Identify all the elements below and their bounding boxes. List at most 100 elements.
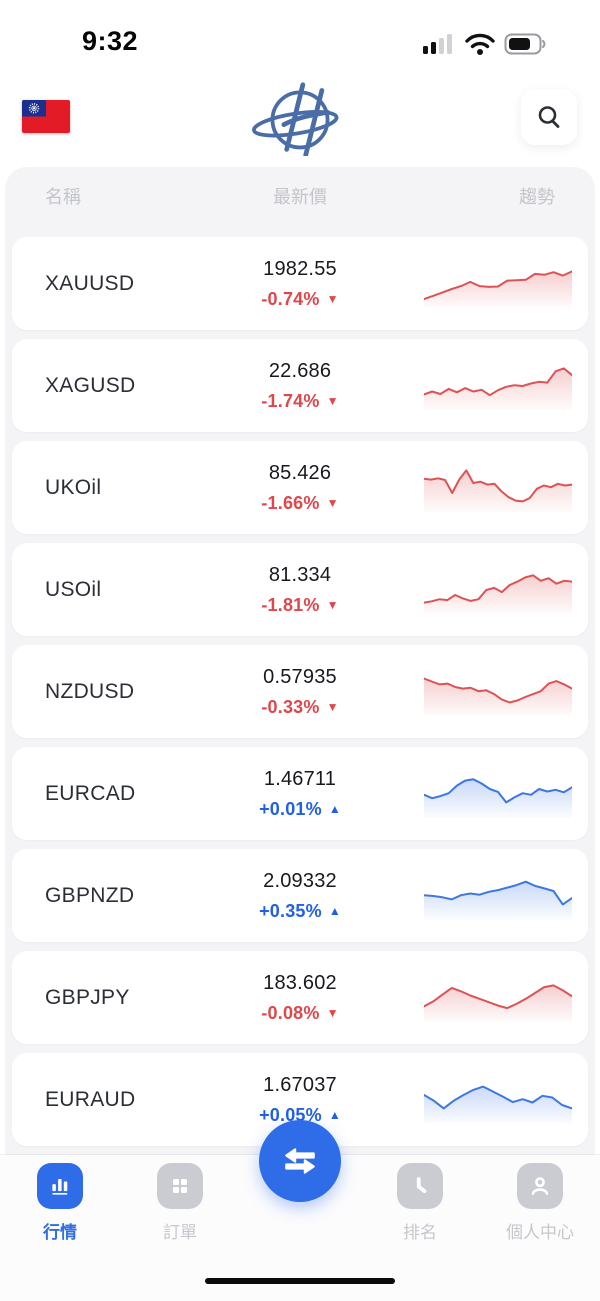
price-block: 1.46711 +0.01% ▲ [259, 768, 341, 820]
instrument-change: -1.74% ▼ [261, 391, 338, 412]
change-direction-icon: ▲ [328, 904, 341, 918]
search-button[interactable] [521, 89, 577, 145]
instrument-row[interactable]: USOil 81.334 -1.81% ▼ [12, 543, 588, 636]
instrument-price: 1982.55 [263, 257, 337, 280]
swap-arrows-icon [285, 1148, 315, 1174]
nav-item-ranking[interactable]: 排名 [365, 1163, 475, 1243]
instrument-change: -0.74% ▼ [261, 289, 338, 310]
instrument-change: +0.35% ▲ [259, 901, 341, 922]
trend-sparkline [423, 362, 573, 410]
instrument-symbol: UKOil [45, 475, 102, 499]
instrument-change: -0.33% ▼ [261, 697, 338, 718]
column-price: 最新價 [273, 187, 327, 207]
instrument-symbol: EURAUD [45, 1087, 136, 1111]
instrument-change: +0.05% ▲ [259, 1105, 341, 1126]
price-block: 22.686 -1.74% ▼ [261, 360, 338, 412]
change-percent: +0.01% [259, 798, 322, 819]
instrument-change: -1.66% ▼ [261, 493, 338, 514]
change-direction-icon: ▼ [326, 394, 339, 408]
column-name: 名稱 [45, 187, 81, 207]
instrument-price: 183.602 [263, 971, 337, 994]
change-direction-icon: ▲ [328, 802, 341, 816]
instrument-row[interactable]: GBPNZD 2.09332 +0.35% ▲ [12, 849, 588, 942]
trend-sparkline [423, 464, 573, 512]
table-header: 名稱 最新價 趨勢 [12, 183, 588, 211]
instrument-price: 1.46711 [263, 767, 337, 790]
price-block: 1.67037 +0.05% ▲ [259, 1074, 341, 1126]
trend-sparkline [423, 1076, 573, 1124]
change-direction-icon: ▼ [326, 700, 339, 714]
wifi-icon [465, 33, 495, 55]
nav-label: 行情 [43, 1223, 77, 1242]
price-block: 1982.55 -0.74% ▼ [261, 258, 338, 310]
instrument-row[interactable]: UKOil 85.426 -1.66% ▼ [12, 441, 588, 534]
instrument-change: -0.08% ▼ [261, 1003, 338, 1024]
trade-fab-button[interactable] [259, 1120, 341, 1202]
instrument-row[interactable]: XAGUSD 22.686 -1.74% ▼ [12, 339, 588, 432]
instrument-row[interactable]: NZDUSD 0.57935 -0.33% ▼ [12, 645, 588, 738]
instrument-row[interactable]: GBPJPY 183.602 -0.08% ▼ [12, 951, 588, 1044]
instrument-price: 2.09332 [263, 869, 337, 892]
column-trend: 趨勢 [519, 187, 555, 207]
instrument-symbol: GBPJPY [45, 985, 130, 1009]
instrument-price: 81.334 [268, 563, 332, 586]
instrument-change: +0.01% ▲ [259, 799, 341, 820]
change-percent: -1.74% [261, 390, 320, 411]
change-percent: -0.08% [261, 1002, 320, 1023]
instrument-price: 0.57935 [263, 665, 337, 688]
trend-sparkline [423, 566, 573, 614]
search-icon [538, 106, 560, 128]
change-percent: -0.33% [261, 696, 320, 717]
nav-item-profile[interactable]: 個人中心 [485, 1163, 595, 1243]
trend-sparkline [423, 872, 573, 920]
change-percent: -1.81% [261, 594, 320, 615]
brand-logo-icon [252, 82, 339, 156]
home-indicator[interactable] [205, 1278, 395, 1284]
price-block: 85.426 -1.66% ▼ [261, 462, 338, 514]
change-direction-icon: ▼ [326, 598, 339, 612]
change-direction-icon: ▲ [328, 1108, 341, 1122]
change-percent: +0.05% [259, 1104, 322, 1125]
status-time: 9:32 [81, 26, 139, 56]
clock-icon [397, 1163, 443, 1209]
change-direction-icon: ▼ [326, 1006, 339, 1020]
battery-icon [504, 33, 546, 55]
nav-label: 訂單 [163, 1223, 197, 1242]
grid-icon [157, 1163, 203, 1209]
instrument-change: -1.81% ▼ [261, 595, 338, 616]
price-block: 183.602 -0.08% ▼ [261, 972, 338, 1024]
instrument-row[interactable]: EURAUD 1.67037 +0.05% ▲ [12, 1053, 588, 1146]
person-icon [517, 1163, 563, 1209]
nav-item-orders[interactable]: 訂單 [125, 1163, 235, 1243]
instrument-symbol: XAUUSD [45, 271, 135, 295]
nav-item-markets[interactable]: 行情 [5, 1163, 115, 1243]
nav-label: 排名 [403, 1223, 437, 1242]
price-block: 2.09332 +0.35% ▲ [259, 870, 341, 922]
bar-chart-icon [37, 1163, 83, 1209]
instrument-symbol: XAGUSD [45, 373, 136, 397]
instrument-price: 22.686 [268, 359, 332, 382]
instrument-symbol: EURCAD [45, 781, 136, 805]
taiwan-flag-icon[interactable] [22, 100, 70, 133]
market-rows: XAUUSD 1982.55 -0.74% ▼ XAGUSD 22.686 -1… [12, 237, 588, 1155]
trend-sparkline [423, 260, 573, 308]
change-percent: -0.74% [261, 288, 320, 309]
price-block: 81.334 -1.81% ▼ [261, 564, 338, 616]
change-percent: -1.66% [261, 492, 320, 513]
change-percent: +0.35% [259, 900, 322, 921]
price-block: 0.57935 -0.33% ▼ [261, 666, 338, 718]
trend-sparkline [423, 668, 573, 716]
instrument-symbol: GBPNZD [45, 883, 135, 907]
instrument-symbol: USOil [45, 577, 102, 601]
trend-sparkline [423, 770, 573, 818]
instrument-row[interactable]: EURCAD 1.46711 +0.01% ▲ [12, 747, 588, 840]
cellular-signal-icon [423, 34, 452, 54]
nav-label: 個人中心 [506, 1223, 574, 1242]
instrument-price: 1.67037 [263, 1073, 337, 1096]
trend-sparkline [423, 974, 573, 1022]
change-direction-icon: ▼ [326, 292, 339, 306]
change-direction-icon: ▼ [326, 496, 339, 510]
instrument-row[interactable]: XAUUSD 1982.55 -0.74% ▼ [12, 237, 588, 330]
instrument-symbol: NZDUSD [45, 679, 135, 703]
